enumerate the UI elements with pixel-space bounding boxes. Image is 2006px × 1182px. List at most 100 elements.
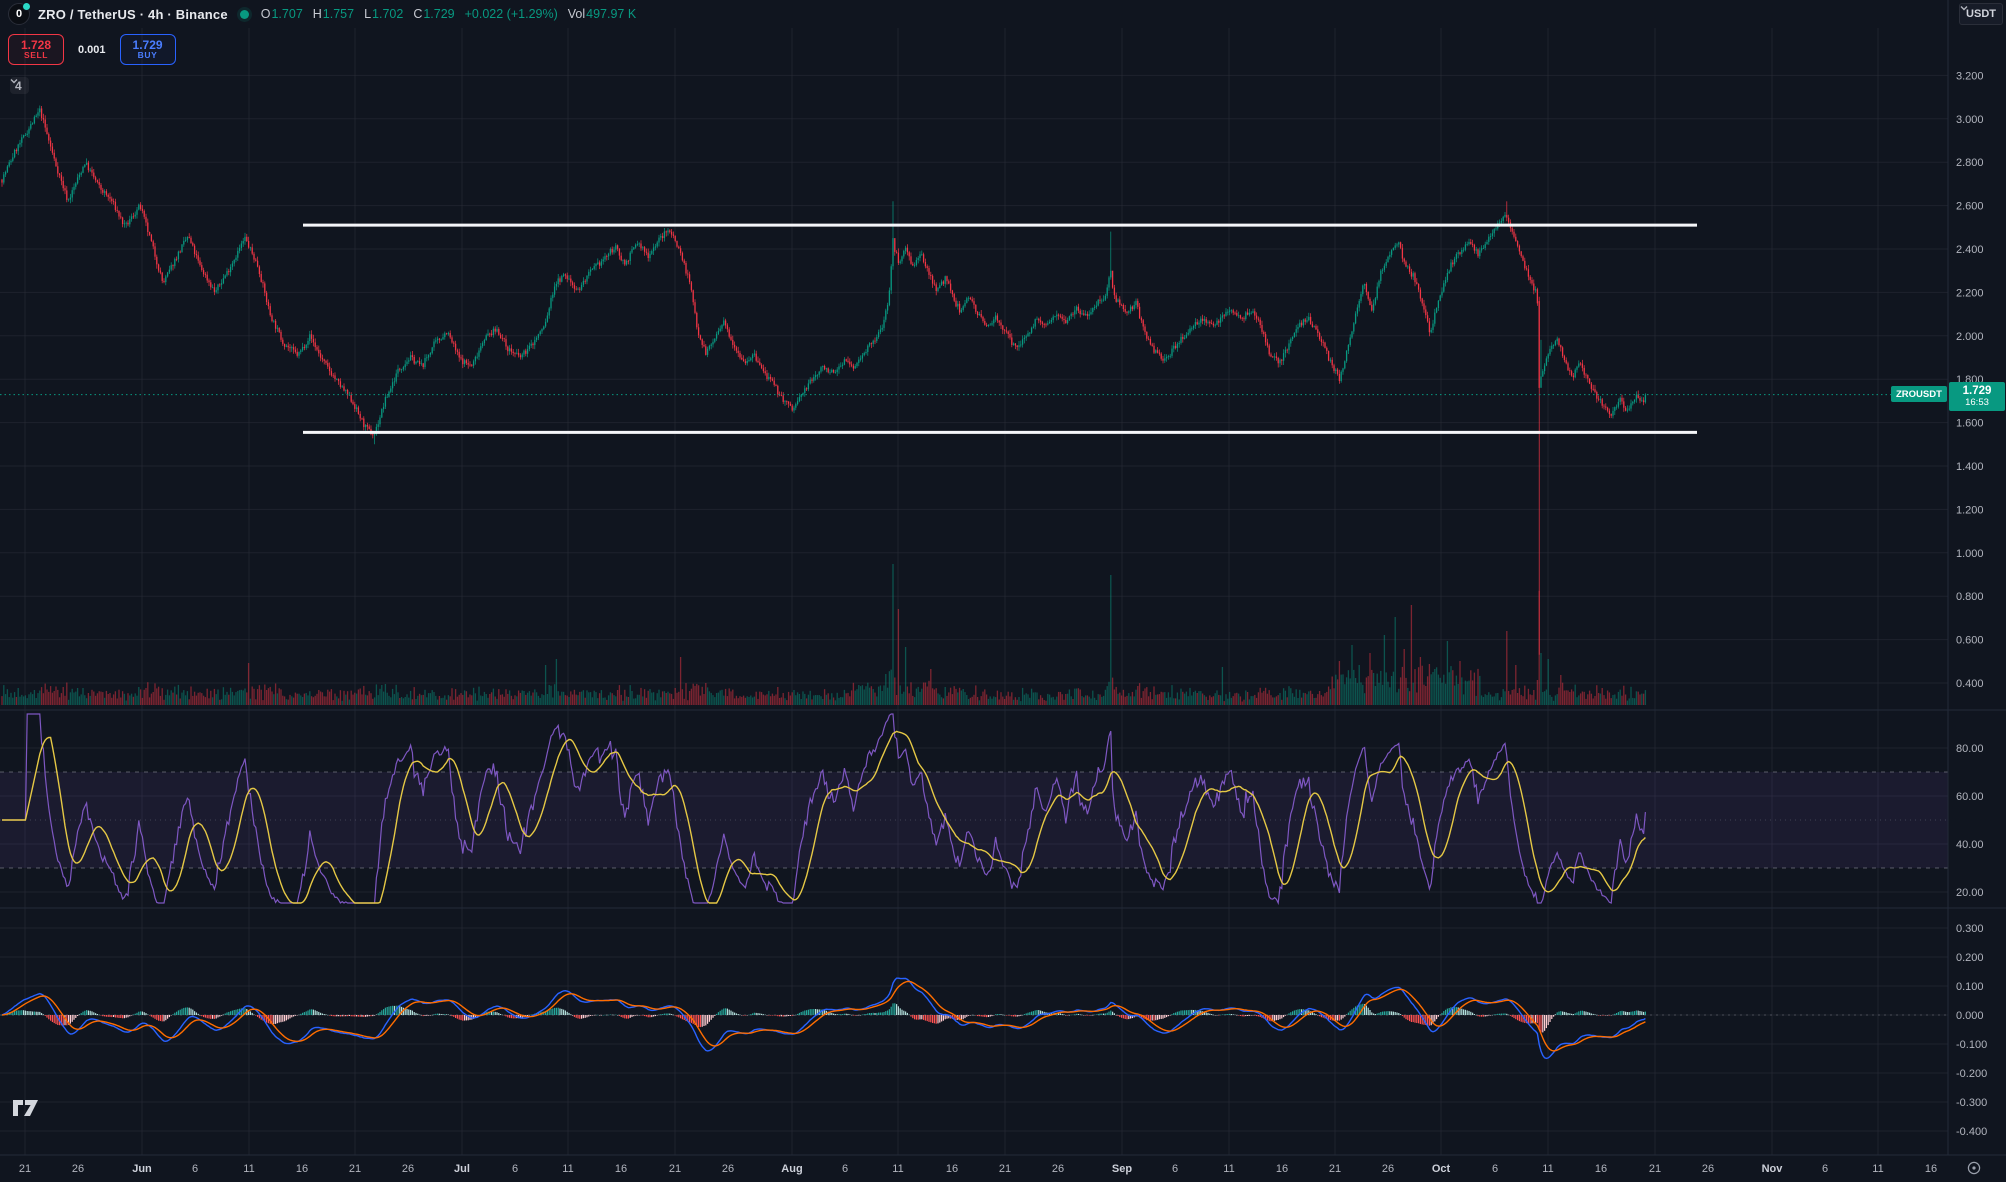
svg-text:2.400: 2.400 (1956, 244, 1984, 256)
svg-text:6: 6 (1172, 1163, 1178, 1175)
sell-label: SELL (23, 50, 49, 61)
svg-text:1.200: 1.200 (1956, 504, 1984, 516)
svg-text:Jul: Jul (454, 1163, 470, 1175)
buy-label: BUY (137, 50, 158, 61)
last-price-label[interactable]: 1.729 16:53 (1949, 382, 2005, 411)
svg-text:16: 16 (1925, 1163, 1937, 1175)
logo-accent-dot (22, 2, 31, 11)
svg-text:1.600: 1.600 (1956, 418, 1984, 430)
svg-text:21: 21 (19, 1163, 31, 1175)
svg-text:11: 11 (243, 1163, 254, 1175)
close-value: C1.729 (413, 7, 455, 21)
svg-text:Nov: Nov (1762, 1163, 1784, 1175)
svg-text:3.200: 3.200 (1956, 70, 1984, 82)
legend-count: 4 (15, 78, 22, 93)
svg-text:6: 6 (842, 1163, 848, 1175)
svg-text:80.00: 80.00 (1956, 743, 1984, 755)
svg-text:-0.300: -0.300 (1956, 1097, 1987, 1109)
svg-text:Aug: Aug (781, 1163, 802, 1175)
svg-text:11: 11 (1223, 1163, 1234, 1175)
svg-text:2.000: 2.000 (1956, 331, 1984, 343)
last-price-value: 1.729 (1962, 384, 1992, 397)
svg-text:2.600: 2.600 (1956, 201, 1984, 213)
volume-value: Vol497.97 K (567, 7, 637, 21)
svg-text:26: 26 (1382, 1163, 1394, 1175)
svg-text:11: 11 (1872, 1163, 1883, 1175)
svg-text:0.100: 0.100 (1956, 981, 1984, 993)
buy-price: 1.729 (132, 37, 163, 52)
svg-text:0.300: 0.300 (1956, 923, 1984, 935)
svg-text:16: 16 (1595, 1163, 1607, 1175)
svg-text:2.200: 2.200 (1956, 287, 1984, 299)
svg-text:0.200: 0.200 (1956, 952, 1984, 964)
high-value: H1.757 (312, 7, 355, 21)
svg-text:2.800: 2.800 (1956, 157, 1984, 169)
svg-text:-0.400: -0.400 (1956, 1126, 1987, 1138)
svg-text:16: 16 (946, 1163, 958, 1175)
svg-text:20.00: 20.00 (1956, 887, 1984, 899)
svg-text:16: 16 (296, 1163, 308, 1175)
volume-label: Vol (567, 7, 586, 21)
svg-text:26: 26 (402, 1163, 414, 1175)
market-status-icon (239, 9, 249, 19)
spread-value: 0.001 (78, 43, 106, 56)
axis-labels: 3.2003.0002.8002.6002.4002.2002.0001.800… (19, 70, 1987, 1175)
svg-text:16: 16 (615, 1163, 627, 1175)
chart-panes[interactable] (0, 0, 2006, 1156)
svg-text:6: 6 (192, 1163, 198, 1175)
svg-text:1.400: 1.400 (1956, 461, 1984, 473)
svg-text:-0.100: -0.100 (1956, 1039, 1987, 1051)
svg-text:-0.200: -0.200 (1956, 1068, 1987, 1080)
trade-panel: 1.728 SELL 0.001 1.729 BUY (8, 34, 176, 65)
bar-countdown: 16:53 (1965, 396, 1989, 408)
logo-glyph: 0 (15, 8, 23, 20)
low-value: L1.702 (364, 7, 404, 21)
svg-text:6: 6 (1492, 1163, 1498, 1175)
ohlc-values: O1.707 H1.757 L1.702 C1.729 +0.022 (+1.2… (261, 7, 636, 21)
svg-text:21: 21 (1649, 1163, 1661, 1175)
chevron-down-icon (1960, 6, 1968, 11)
svg-text:21: 21 (669, 1163, 681, 1175)
symbol-title[interactable]: ZRO / TetherUS · 4h · Binance (38, 6, 228, 22)
svg-text:26: 26 (1702, 1163, 1714, 1175)
svg-text:Jun: Jun (132, 1163, 152, 1175)
svg-text:0.600: 0.600 (1956, 635, 1984, 647)
open-value: O1.707 (260, 7, 303, 21)
svg-text:Oct: Oct (1432, 1163, 1451, 1175)
sell-button[interactable]: 1.728 SELL (8, 34, 64, 65)
close-label: C (413, 7, 423, 21)
svg-text:0.000: 0.000 (1956, 1010, 1984, 1022)
svg-text:6: 6 (1822, 1163, 1828, 1175)
svg-text:6: 6 (512, 1163, 518, 1175)
change-value: +0.022 (+1.29%) (464, 7, 558, 21)
low-label: L (364, 7, 372, 21)
svg-text:21: 21 (1329, 1163, 1341, 1175)
sell-price: 1.728 (20, 37, 52, 52)
open-label: O (260, 7, 271, 21)
svg-text:11: 11 (1542, 1163, 1553, 1175)
svg-text:0.800: 0.800 (1956, 591, 1984, 603)
svg-text:1.000: 1.000 (1956, 548, 1984, 560)
svg-text:0.400: 0.400 (1956, 678, 1984, 690)
high-label: H (312, 7, 322, 21)
legend-collapsed-chip[interactable]: 4 (10, 77, 29, 94)
svg-text:16: 16 (1276, 1163, 1288, 1175)
symbol-price-tag: ZROUSDT (1891, 386, 1947, 402)
svg-text:21: 21 (349, 1163, 361, 1175)
currency-label: USDT (1966, 8, 1996, 20)
symbol-logo-icon[interactable]: 0 (8, 2, 31, 25)
svg-text:26: 26 (722, 1163, 734, 1175)
buy-button[interactable]: 1.729 BUY (119, 34, 176, 65)
svg-text:26: 26 (1052, 1163, 1064, 1175)
svg-text:3.000: 3.000 (1956, 114, 1984, 126)
symbol-tag-text: ZROUSDT (1896, 388, 1942, 400)
svg-text:11: 11 (562, 1163, 573, 1175)
svg-text:21: 21 (999, 1163, 1011, 1175)
svg-text:40.00: 40.00 (1956, 839, 1984, 851)
svg-text:11: 11 (892, 1163, 903, 1175)
svg-text:Sep: Sep (1112, 1163, 1132, 1175)
currency-selector-button[interactable]: USDT (1959, 3, 2003, 25)
svg-text:26: 26 (72, 1163, 84, 1175)
